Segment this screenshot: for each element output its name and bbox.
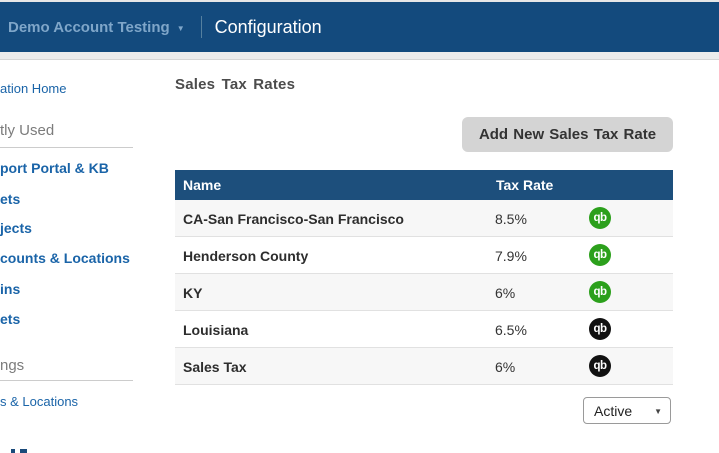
sidebar-item-accounts-locations[interactable]: counts & Locations bbox=[0, 250, 130, 266]
sidebar-item-support-portal[interactable]: port Portal & KB bbox=[0, 160, 109, 176]
header-bottom-strip bbox=[0, 52, 719, 60]
sidebar-item-clipped[interactable] bbox=[11, 449, 37, 453]
tax-name-cell: Sales Tax bbox=[183, 359, 247, 375]
quickbooks-icon[interactable]: qb bbox=[589, 207, 611, 229]
sales-tax-rates-table: Name Tax Rate CA-San Francisco-San Franc… bbox=[175, 170, 673, 385]
sidebar-item-4[interactable]: ins bbox=[0, 281, 21, 297]
table-row[interactable]: Louisiana 6.5% qb bbox=[175, 311, 673, 348]
navbar-divider bbox=[200, 16, 202, 38]
add-new-sales-tax-rate-button[interactable]: Add New Sales Tax Rate bbox=[462, 117, 673, 152]
status-filter-value: Active bbox=[594, 403, 633, 419]
sidebar-item-1[interactable]: ets bbox=[0, 191, 21, 207]
table-header-row: Name Tax Rate bbox=[175, 170, 673, 200]
account-name: Demo Account Testing bbox=[8, 18, 170, 36]
column-header-name: Name bbox=[183, 177, 222, 193]
status-filter-select[interactable]: Active ▼ bbox=[583, 397, 671, 424]
tax-rate-cell: 6% bbox=[495, 285, 516, 301]
quickbooks-icon[interactable]: qb bbox=[589, 244, 611, 266]
table-row[interactable]: Henderson County 7.9% qb bbox=[175, 237, 673, 274]
table-row[interactable]: KY 6% qb bbox=[175, 274, 673, 311]
sidebar-section-recently-used: tly Used bbox=[0, 122, 55, 139]
sidebar-item-5[interactable]: ets bbox=[0, 311, 21, 327]
sidebar-divider bbox=[0, 147, 133, 148]
tax-rate-cell: 6% bbox=[495, 359, 516, 375]
sidebar-item-settings-locations[interactable]: s & Locations bbox=[0, 394, 79, 409]
tax-rate-cell: 8.5% bbox=[495, 211, 527, 227]
chevron-down-icon: ▼ bbox=[176, 23, 185, 33]
top-edge-strip bbox=[0, 0, 719, 2]
table-row[interactable]: Sales Tax 6% qb bbox=[175, 348, 673, 385]
chevron-down-icon: ▼ bbox=[654, 407, 662, 416]
top-navbar: Demo Account Testing ▼ Configuration bbox=[0, 2, 719, 52]
quickbooks-icon[interactable]: qb bbox=[589, 318, 611, 340]
tax-name-cell: Henderson County bbox=[183, 248, 309, 264]
page-title: Sales Tax Rates bbox=[175, 76, 296, 93]
sidebar-section-settings: ngs bbox=[0, 357, 25, 374]
sidebar-divider bbox=[0, 380, 133, 381]
navbar-page-title: Configuration bbox=[214, 16, 322, 37]
quickbooks-icon[interactable]: qb bbox=[589, 355, 611, 377]
tax-rate-cell: 6.5% bbox=[495, 322, 527, 338]
tax-name-cell: Louisiana bbox=[183, 322, 249, 338]
account-switcher-dropdown[interactable]: Demo Account Testing ▼ bbox=[8, 19, 185, 36]
column-header-tax-rate: Tax Rate bbox=[496, 177, 554, 193]
sidebar-item-2[interactable]: jects bbox=[0, 220, 32, 236]
sidebar-item-configuration-home[interactable]: ation Home bbox=[0, 81, 67, 96]
tax-name-cell: KY bbox=[183, 285, 203, 301]
table-row[interactable]: CA-San Francisco-San Francisco 8.5% qb bbox=[175, 200, 673, 237]
quickbooks-icon[interactable]: qb bbox=[589, 281, 611, 303]
tax-name-cell: CA-San Francisco-San Francisco bbox=[183, 211, 404, 227]
tax-rate-cell: 7.9% bbox=[495, 248, 527, 264]
